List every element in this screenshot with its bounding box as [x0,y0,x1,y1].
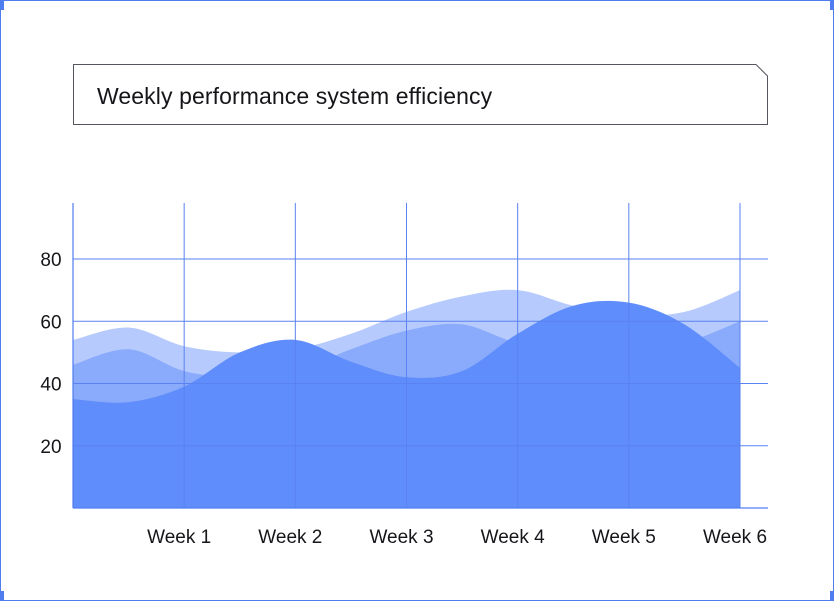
x-tick-label: Week 6 [703,527,767,548]
chart-labels: 20 40 60 80 Week 1 Week 2 Week 3 Week 4 Week 5 We… [40,250,767,548]
y-tick-label: 60 [40,312,61,333]
title-box-outline [73,64,768,125]
chart-axes [72,203,768,509]
y-tick-label: 80 [40,250,61,271]
x-tick-label: Week 4 [481,527,546,548]
chart-grid [73,203,768,508]
frame-corner-handle [830,0,834,10]
y-tick-label: 40 [40,375,61,396]
y-tick-label: 20 [40,437,61,458]
x-tick-label: Week 2 [258,527,322,548]
x-tick-label: Week 3 [369,527,433,548]
x-tick-label: Week 1 [147,527,211,548]
frame-corner-handle [0,591,4,601]
x-tick-label: Week 5 [592,527,656,548]
chart-title-box: Weekly performance system efficiency [73,64,768,125]
frame-corner-handle [0,0,4,10]
frame-corner-handle [830,591,834,601]
chart-title: Weekly performance system efficiency [97,83,493,109]
